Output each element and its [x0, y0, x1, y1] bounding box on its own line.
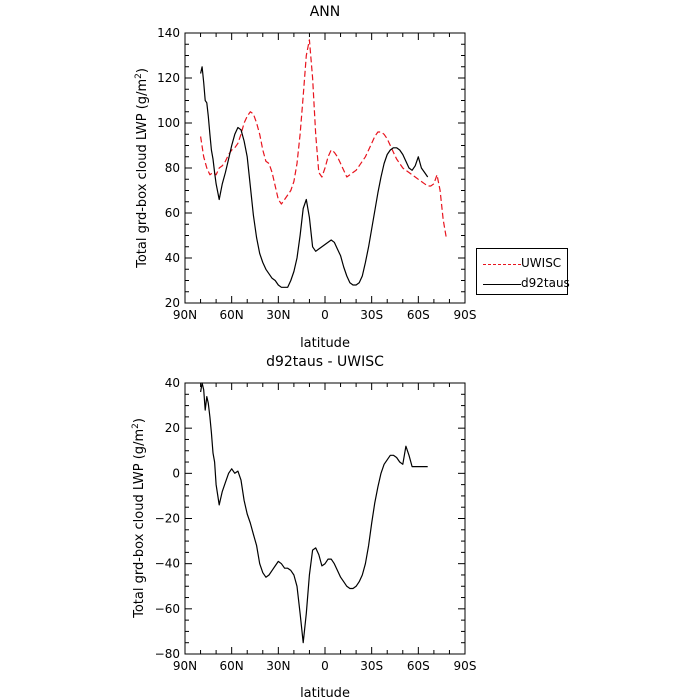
y-tick-label: 100 [157, 116, 180, 130]
bottom-panel-xlabel: latitude [300, 686, 350, 700]
legend-label-d92taus: d92taus [521, 276, 570, 290]
legend-entry-uwisc: UWISC [481, 255, 567, 273]
legend-entry-d92taus: d92taus [481, 275, 570, 293]
y-tick-label: −20 [155, 512, 180, 526]
x-tick-label: 90N [173, 308, 197, 322]
bottom-panel-ylabel: Total grd-box cloud LWP (g/m2) [131, 418, 147, 619]
x-tick-label: 0 [321, 308, 329, 322]
top-panel-title: ANN [310, 4, 341, 20]
top-panel-series-line-d92taus [200, 66, 429, 288]
y-tick-label: 20 [165, 296, 180, 310]
y-tick-label: 40 [165, 376, 180, 390]
top-panel-series [200, 39, 447, 288]
bottom-panel-series [200, 382, 428, 644]
top-panel-ticks: 90N 60N 30N 0 30S 60S 90S 20 40 60 80 100 120 140 [157, 26, 476, 322]
y-tick-label: 120 [157, 71, 180, 85]
x-tick-label: 30S [360, 308, 383, 322]
x-tick-label: 0 [321, 659, 329, 673]
x-tick-label: 60N [220, 659, 244, 673]
x-tick-label: 90S [454, 659, 477, 673]
bottom-panel-plot-frame [184, 382, 466, 655]
top-panel-series-line-uwisc [200, 39, 447, 238]
y-tick-label: −40 [155, 557, 180, 571]
x-tick-label: 30N [266, 308, 290, 322]
bottom-panel-ticks: 90N 60N 30N 0 30S 60S 90S −80 −60 −40 −20 0 20 40 [155, 376, 477, 673]
bottom-panel-series-line-0 [200, 382, 428, 644]
bottom-panel: d92taus - UWISC 90N 60N 30N 0 30S 60S 90S −80 −6… [131, 354, 476, 700]
legend-label-uwisc: UWISC [521, 256, 562, 270]
x-tick-label: 30S [360, 659, 383, 673]
y-tick-label: 80 [165, 161, 180, 175]
top-panel-ylabel: Total grd-box cloud LWP (g/m2) [134, 68, 150, 269]
x-tick-label: 60S [407, 308, 430, 322]
y-tick-label: 140 [157, 26, 180, 40]
x-tick-label: 90N [173, 659, 197, 673]
x-tick-label: 90S [454, 308, 477, 322]
legend-swatch-uwisc [483, 264, 521, 265]
y-tick-label: −60 [155, 602, 180, 616]
x-tick-label: 60S [407, 659, 430, 673]
y-tick-label: 20 [165, 421, 180, 435]
y-tick-label: 40 [165, 251, 180, 265]
x-tick-label: 30N [266, 659, 290, 673]
y-tick-label: −80 [155, 647, 180, 661]
top-panel-plot-frame [184, 32, 466, 304]
bottom-panel-title: d92taus - UWISC [266, 354, 384, 370]
legend-swatch-d92taus [483, 284, 521, 285]
top-panel: ANN 90N 60N 30N 0 30S 60S 90S 20 40 60 80 100 120 140… [134, 4, 476, 351]
legend: UWISC d92taus [476, 248, 570, 295]
x-tick-label: 60N [220, 308, 244, 322]
y-tick-label: 60 [165, 206, 180, 220]
y-tick-label: 0 [172, 466, 180, 480]
top-panel-xlabel: latitude [300, 336, 350, 351]
